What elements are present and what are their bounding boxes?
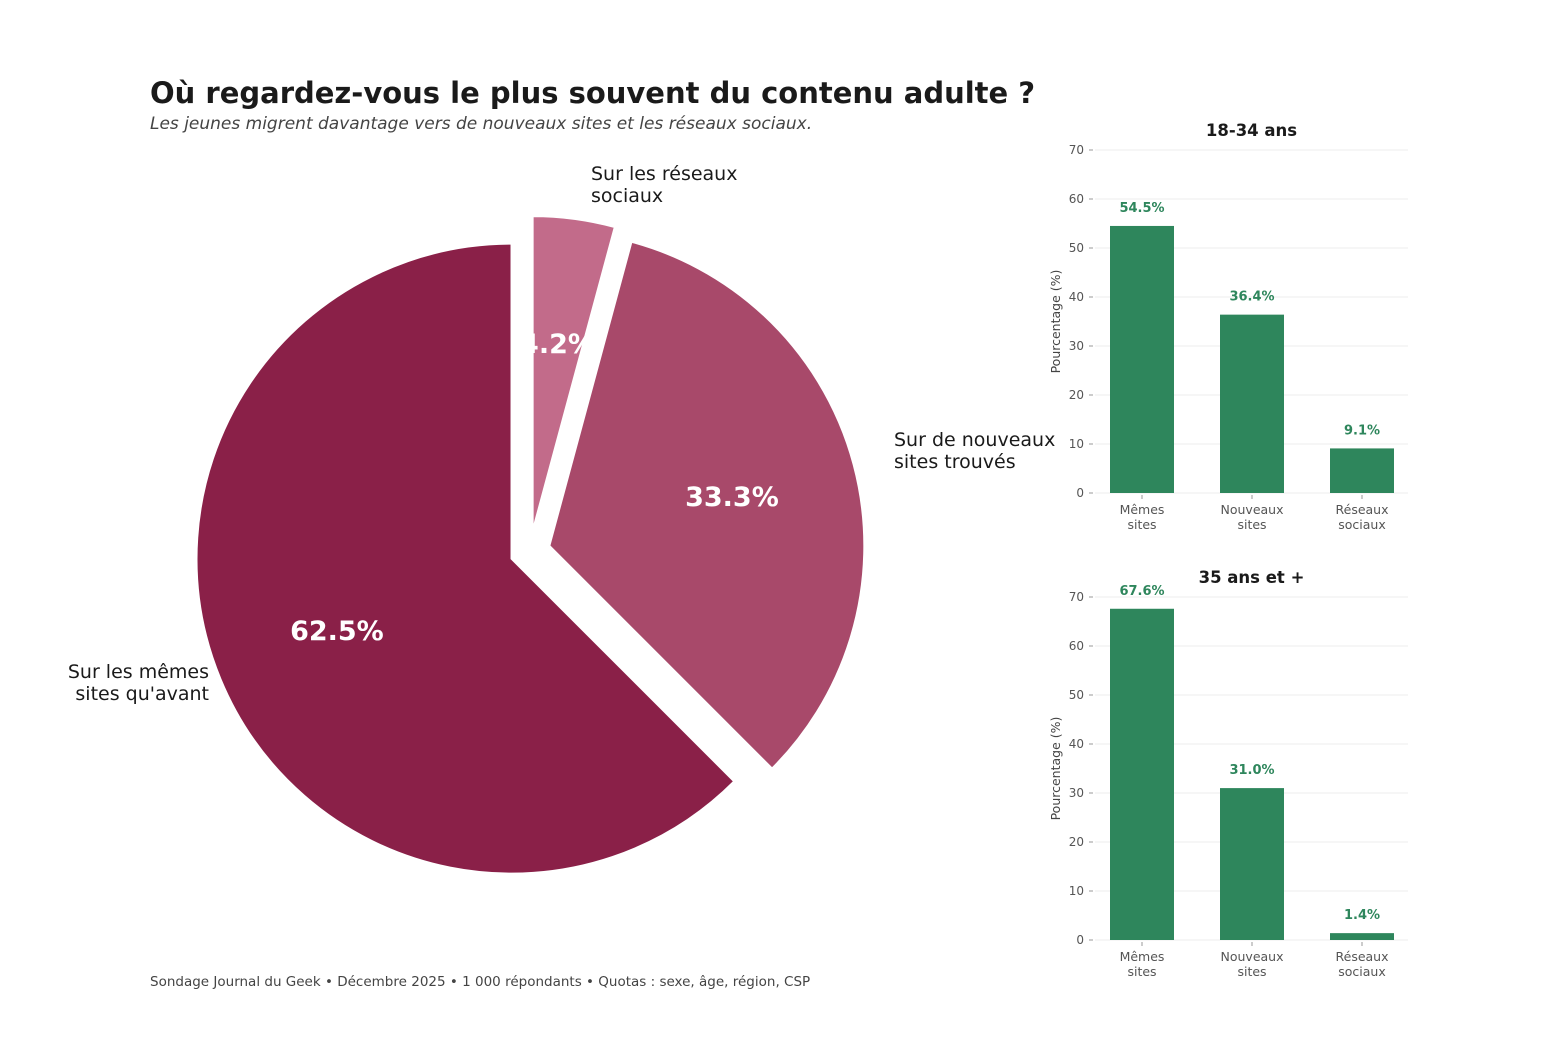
- y-tick-label: 30: [1069, 339, 1084, 353]
- bar-value-label: 36.4%: [1229, 290, 1274, 305]
- x-tick-label: Nouveaux sites: [1221, 949, 1284, 979]
- pie-slice: [531, 215, 617, 532]
- bar-value-label: 1.4%: [1344, 908, 1380, 923]
- y-axis-label: Pourcentage (%): [1048, 717, 1063, 821]
- bar-value-label: 31.0%: [1229, 763, 1274, 778]
- pie-value-label: 62.5%: [290, 616, 384, 647]
- bar-chart-title: 18-34 ans: [1206, 121, 1297, 140]
- pie-slice: [548, 240, 866, 770]
- y-tick-label: 60: [1069, 639, 1084, 653]
- bar: [1220, 788, 1284, 940]
- bar: [1220, 314, 1284, 493]
- bar-value-label: 67.6%: [1119, 584, 1164, 599]
- y-tick-label: 0: [1076, 486, 1084, 500]
- pie-chart: 4.2% Sur les réseaux sociaux 33.3% Sur de no…: [68, 163, 1055, 875]
- x-tick-label: Mêmes sites: [1120, 502, 1165, 532]
- bar: [1110, 608, 1174, 940]
- bar-chart-18-34: 18-34 ans 0 10 20 30 40 50 60 70 Pourcentage (%) 5…: [1048, 121, 1408, 532]
- y-tick-label: 40: [1069, 737, 1084, 751]
- y-tick-label: 30: [1069, 786, 1084, 800]
- pie-value-label: 4.2%: [520, 329, 595, 360]
- x-tick-label: Réseaux sociaux: [1336, 502, 1389, 532]
- y-axis-label: Pourcentage (%): [1048, 270, 1063, 374]
- y-tick-label: 60: [1069, 192, 1084, 206]
- y-tick-label: 10: [1069, 437, 1084, 451]
- page-subtitle: Les jeunes migrent davantage vers de nou…: [150, 114, 813, 134]
- pie-category-label: Sur les réseaux sociaux: [591, 163, 737, 207]
- y-tick-label: 50: [1069, 241, 1084, 255]
- y-tick-label: 0: [1076, 933, 1084, 947]
- y-tick-label: 10: [1069, 884, 1084, 898]
- x-tick-label: Réseaux sociaux: [1336, 949, 1389, 979]
- pie-category-label: Sur les mêmes sites qu'avant: [68, 661, 209, 705]
- page-title: Où regardez-vous le plus souvent du cont…: [150, 76, 1036, 110]
- bar: [1110, 225, 1174, 493]
- y-tick-label: 70: [1069, 143, 1084, 157]
- bar: [1330, 933, 1394, 940]
- y-tick-label: 70: [1069, 590, 1084, 604]
- bar: [1330, 448, 1394, 493]
- bar-chart-title: 35 ans et +: [1199, 568, 1305, 587]
- source-footer: Sondage Journal du Geek • Décembre 2025 …: [150, 974, 811, 990]
- pie-category-label: Sur de nouveaux sites trouvés: [894, 429, 1055, 473]
- pie-slice: [195, 242, 736, 875]
- y-tick-label: 20: [1069, 388, 1084, 402]
- bar-chart-35-plus: 35 ans et + 0 10 20 30 40 50 60 70 Pourcentage (%…: [1048, 568, 1408, 979]
- y-tick-label: 50: [1069, 688, 1084, 702]
- pie-value-label: 33.3%: [685, 482, 779, 513]
- y-tick-label: 40: [1069, 290, 1084, 304]
- bar-value-label: 54.5%: [1119, 201, 1164, 216]
- y-tick-label: 20: [1069, 835, 1084, 849]
- bar-value-label: 9.1%: [1344, 423, 1380, 438]
- x-tick-label: Nouveaux sites: [1221, 502, 1284, 532]
- x-tick-label: Mêmes sites: [1120, 949, 1165, 979]
